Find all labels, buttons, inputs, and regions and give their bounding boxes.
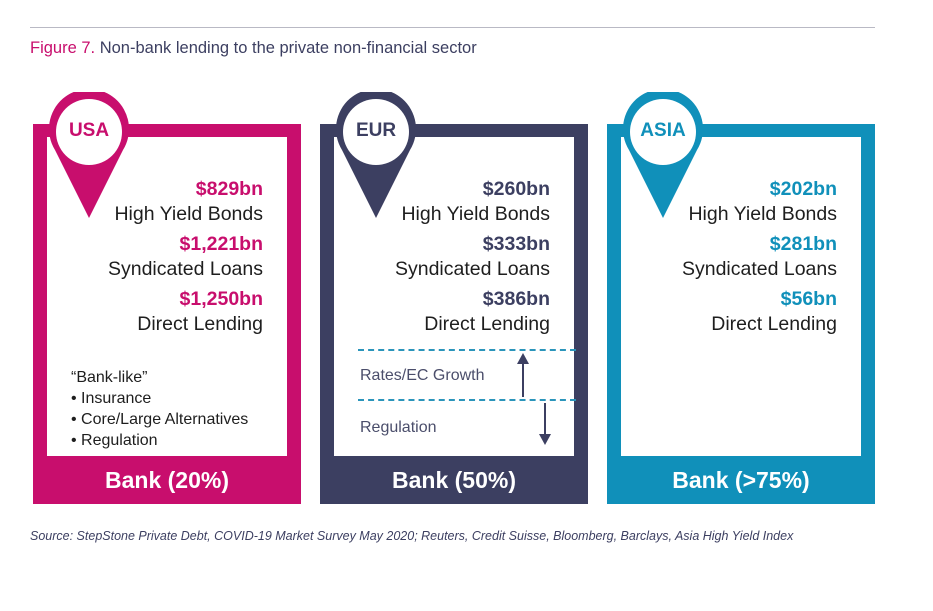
usa-syndicated-label: Syndicated Loans — [107, 258, 263, 280]
asia-region-label: ASIA — [640, 120, 686, 141]
usa-direct-label: Direct Lending — [137, 313, 263, 335]
eur-direct-label: Direct Lending — [424, 313, 550, 335]
top-rule — [30, 27, 875, 28]
usa-direct-amount: $1,250bn — [179, 288, 263, 310]
eur-direct-amount: $386bn — [482, 288, 550, 310]
card-eur: $260bn High Yield Bonds $333bn Syndicate… — [320, 92, 588, 504]
usa-notes: “Bank-like” Insurance Core/Large Alterna… — [71, 367, 248, 451]
usa-high-yield-amount: $829bn — [195, 178, 263, 200]
asia-location-pin-icon — [623, 92, 703, 218]
usa-notes-heading: “Bank-like” — [71, 369, 148, 386]
asia-direct-label: Direct Lending — [711, 313, 837, 335]
eur-down-driver-label: Regulation — [360, 419, 437, 436]
usa-note-item: Insurance — [71, 388, 248, 409]
card-usa: $829bn High Yield Bonds $1,221bn Syndica… — [33, 92, 301, 504]
eur-lower-dashed-line — [358, 399, 576, 401]
eur-syndicated-amount: $333bn — [482, 233, 550, 255]
source-note: Source: StepStone Private Debt, COVID-19… — [30, 529, 794, 543]
eur-region-label: EUR — [355, 120, 397, 141]
usa-region-label: USA — [68, 120, 110, 141]
asia-direct-amount: $56bn — [780, 288, 837, 310]
card-usa-panel: $829bn High Yield Bonds $1,221bn Syndica… — [47, 137, 287, 456]
usa-bank-share: Bank (20%) — [105, 466, 229, 493]
eur-bank-share: Bank (50%) — [392, 466, 516, 493]
usa-location-pin-icon — [49, 92, 129, 218]
asia-syndicated-amount: $281bn — [769, 233, 837, 255]
eur-high-yield-amount: $260bn — [482, 178, 550, 200]
eur-up-driver-label: Rates/EC Growth — [360, 367, 485, 384]
figure-number: Figure 7. — [30, 39, 96, 57]
eur-syndicated-label: Syndicated Loans — [394, 258, 550, 280]
eur-location-pin-icon — [336, 92, 416, 218]
asia-bank-share: Bank (>75%) — [672, 466, 810, 493]
figure-title: Figure 7. Non-bank lending to the privat… — [30, 39, 477, 58]
usa-stats: $829bn High Yield Bonds $1,221bn Syndica… — [108, 177, 263, 342]
asia-syndicated-label: Syndicated Loans — [681, 258, 837, 280]
eur-stats: $260bn High Yield Bonds $333bn Syndicate… — [395, 177, 550, 342]
down-arrow-icon — [539, 403, 551, 445]
card-asia-panel: $202bn High Yield Bonds $281bn Syndicate… — [621, 137, 861, 456]
eur-upper-dashed-line — [358, 349, 576, 351]
usa-syndicated-amount: $1,221bn — [179, 233, 263, 255]
usa-high-yield-label: High Yield Bonds — [114, 203, 263, 225]
asia-stats: $202bn High Yield Bonds $281bn Syndicate… — [682, 177, 837, 342]
card-asia: $202bn High Yield Bonds $281bn Syndicate… — [607, 92, 875, 504]
asia-high-yield-amount: $202bn — [769, 178, 837, 200]
usa-note-item: Core/Large Alternatives — [71, 409, 248, 430]
eur-high-yield-label: High Yield Bonds — [401, 203, 550, 225]
asia-high-yield-label: High Yield Bonds — [688, 203, 837, 225]
figure-title-text: Non-bank lending to the private non-fina… — [99, 39, 477, 57]
usa-note-item: Regulation — [71, 430, 248, 451]
up-arrow-icon — [517, 353, 529, 397]
